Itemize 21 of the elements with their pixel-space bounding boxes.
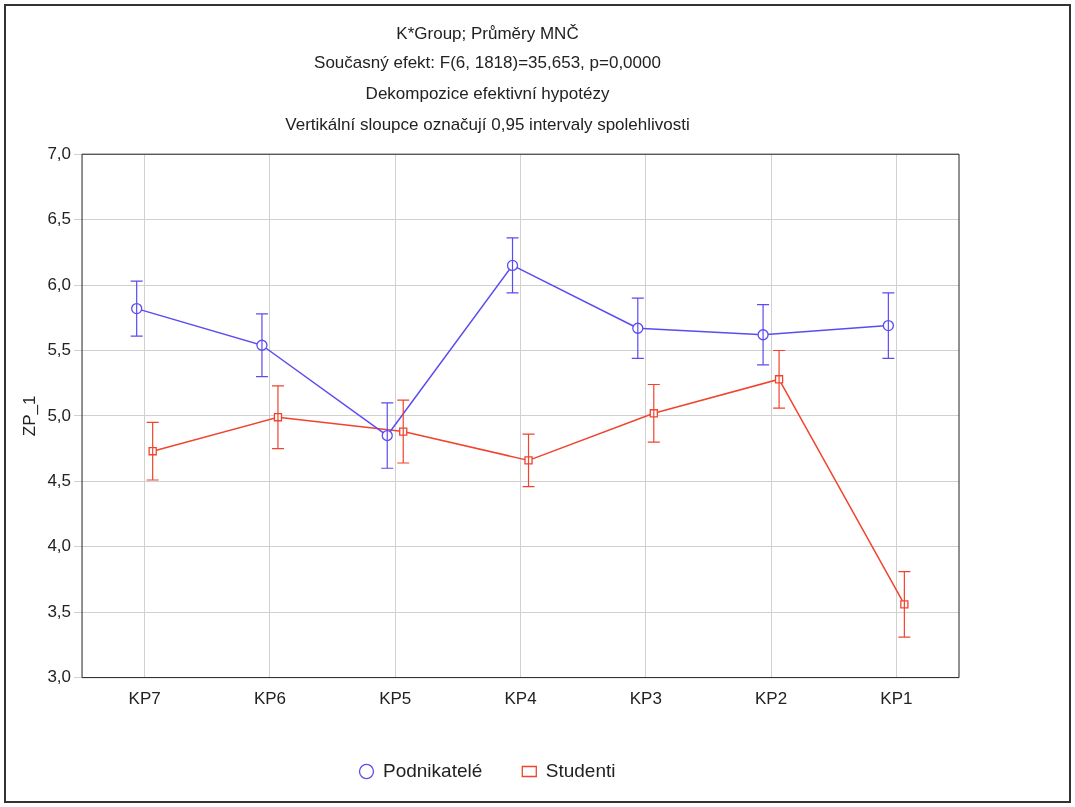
legend-label: Studenti xyxy=(545,759,616,781)
x-tick-label: KP6 xyxy=(253,689,287,709)
x-tick-label: KP7 xyxy=(128,689,161,709)
y-tick-label: 3,0 xyxy=(47,667,72,687)
x-tick-label: KP3 xyxy=(629,689,662,709)
x-tick-label: KP2 xyxy=(755,689,788,709)
legend-label: Podnikatelé xyxy=(382,759,483,781)
x-tick-label: KP5 xyxy=(379,689,412,709)
y-tick-label: 3,5 xyxy=(47,601,72,621)
y-tick-label: 5,0 xyxy=(47,405,72,425)
x-tick-label: KP4 xyxy=(504,689,537,709)
chart-subtitle: Současný efekt: F(6, 1818)=35,653, p=0,0000 Dekompozice efektivní hypotézy Vertikální sloupce označují 0,95 intervaly spolehlivosti xyxy=(285,53,690,134)
y-tick-label: 7,0 xyxy=(47,143,72,163)
x-tick-label: KP1 xyxy=(880,689,913,709)
y-tick-label: 6,0 xyxy=(47,274,72,294)
y-tick-label: 4,5 xyxy=(47,471,72,491)
chart-title: K*Group; Průměry MNČ xyxy=(396,23,579,43)
y-tick-label: 6,5 xyxy=(47,209,72,229)
y-tick-label: 5,5 xyxy=(47,340,72,360)
y-axis-title: ZP_1 xyxy=(19,395,39,437)
y-tick-label: 4,0 xyxy=(47,536,72,556)
